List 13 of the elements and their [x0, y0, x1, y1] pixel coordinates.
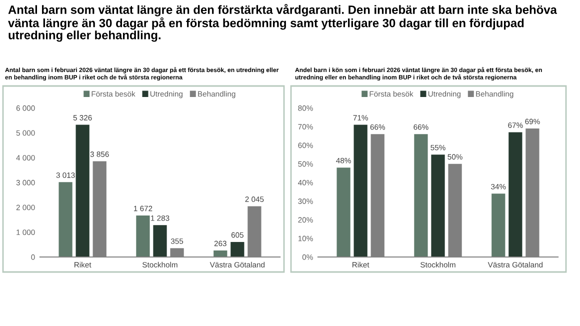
bar — [153, 225, 167, 257]
chart-title: Antal barn som väntat längre än den förstärkta vårdgaranti. Den innebär att barn inte ska behöva vänta längre än 30 dagar på en första bedömning samt ytterligare 30 dagar till en fördjupad utredning eller behandling. — [8, 4, 557, 42]
bar — [492, 194, 506, 257]
bar — [230, 242, 244, 257]
bar — [431, 154, 445, 257]
bar — [508, 132, 522, 257]
bar — [76, 124, 90, 257]
bar — [336, 168, 350, 257]
bar — [136, 215, 150, 257]
bar — [58, 182, 72, 257]
bar — [354, 124, 368, 257]
bar — [414, 134, 428, 257]
bar — [214, 250, 228, 257]
